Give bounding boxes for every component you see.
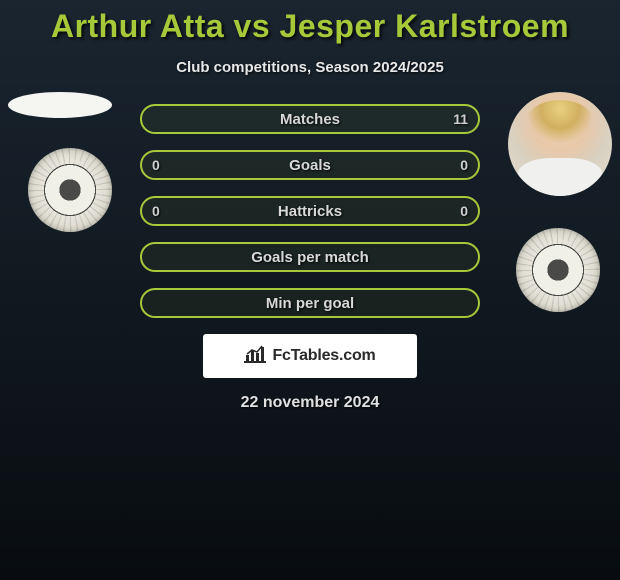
stat-row: Matches 11 xyxy=(140,104,480,134)
club-badge-left: 1896 xyxy=(28,148,112,232)
club-badge-right: 1896 xyxy=(516,228,600,312)
brand-text: FcTables.com xyxy=(272,347,375,365)
brand-box: FcTables.com xyxy=(203,334,417,378)
stat-value-left: 0 xyxy=(152,203,160,219)
player-photo-right xyxy=(508,92,612,196)
comparison-panel: 1896 1896 Matches 11 0 Goals 0 0 Hattric… xyxy=(0,104,620,412)
stat-value-right: 0 xyxy=(460,203,468,219)
stat-label: Min per goal xyxy=(266,295,354,312)
stat-row: Min per goal xyxy=(140,288,480,318)
stat-row: Goals per match xyxy=(140,242,480,272)
stat-value-right: 11 xyxy=(453,111,468,127)
stat-row: 0 Hattricks 0 xyxy=(140,196,480,226)
stat-label: Goals per match xyxy=(251,249,369,266)
stat-value-right: 0 xyxy=(460,157,468,173)
club-year-left: 1896 xyxy=(28,156,112,166)
stat-label: Goals xyxy=(289,157,331,174)
subtitle: Club competitions, Season 2024/2025 xyxy=(0,59,620,76)
club-year-right: 1896 xyxy=(516,236,600,246)
stat-row: 0 Goals 0 xyxy=(140,150,480,180)
stat-label: Matches xyxy=(280,111,340,128)
stat-label: Hattricks xyxy=(278,203,342,220)
bar-chart-icon xyxy=(244,345,266,368)
page-title: Arthur Atta vs Jesper Karlstroem xyxy=(0,0,620,45)
stat-rows: Matches 11 0 Goals 0 0 Hattricks 0 Goals… xyxy=(140,104,480,318)
stat-value-left: 0 xyxy=(152,157,160,173)
player-photo-left xyxy=(8,92,112,118)
date-label: 22 november 2024 xyxy=(0,394,620,412)
